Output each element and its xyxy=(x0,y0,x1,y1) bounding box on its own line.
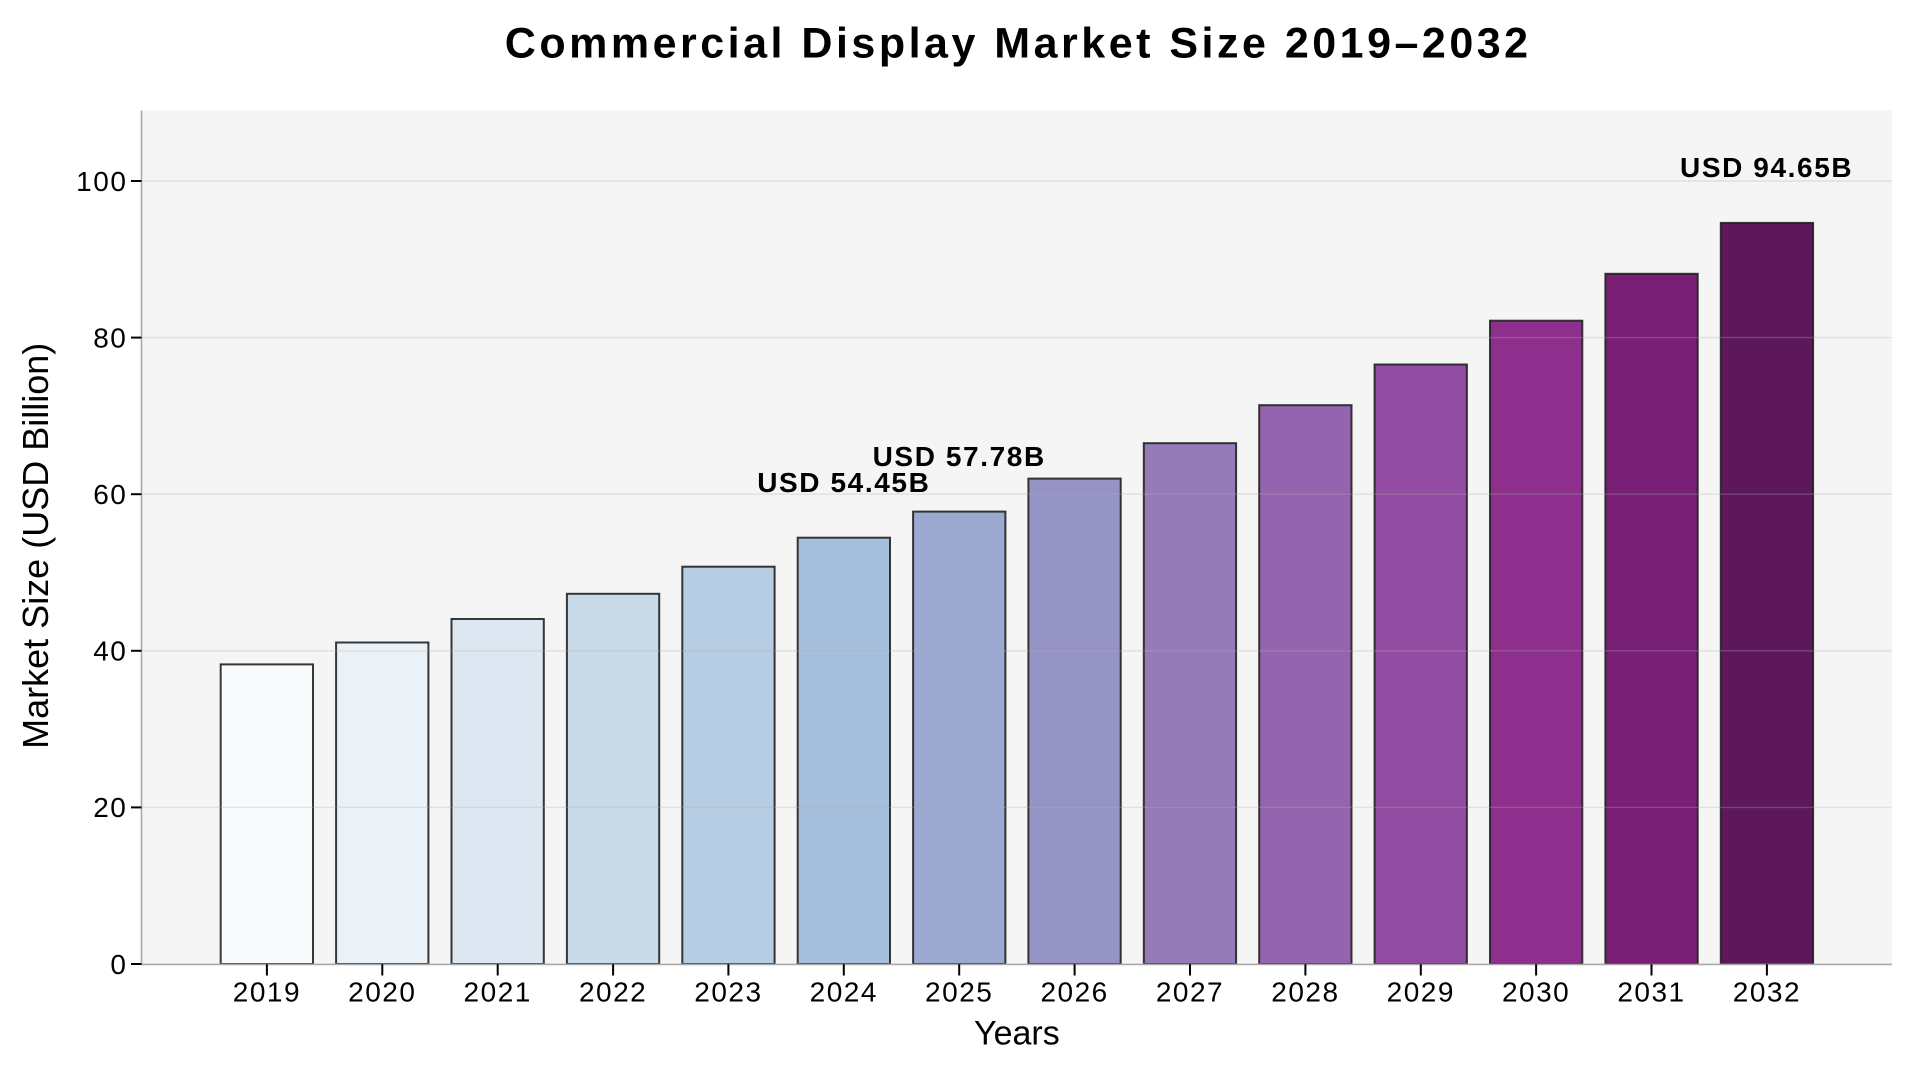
svg-text:2023: 2023 xyxy=(694,977,762,1008)
svg-text:80: 80 xyxy=(93,322,127,353)
svg-text:Commercial Display Market Size: Commercial Display Market Size 2019–2032 xyxy=(505,20,1532,68)
svg-text:2031: 2031 xyxy=(1617,977,1685,1008)
svg-text:2026: 2026 xyxy=(1040,977,1108,1008)
svg-text:USD 57.78B: USD 57.78B xyxy=(873,441,1046,472)
svg-text:2022: 2022 xyxy=(579,977,647,1008)
svg-text:USD 54.45B: USD 54.45B xyxy=(757,467,930,498)
svg-text:2019: 2019 xyxy=(233,977,301,1008)
svg-text:2030: 2030 xyxy=(1502,977,1570,1008)
svg-text:2025: 2025 xyxy=(925,977,993,1008)
svg-text:40: 40 xyxy=(93,636,127,667)
svg-text:2032: 2032 xyxy=(1733,977,1801,1008)
svg-text:60: 60 xyxy=(93,479,127,510)
svg-text:0: 0 xyxy=(110,949,127,980)
svg-text:20: 20 xyxy=(93,792,127,823)
svg-text:2027: 2027 xyxy=(1156,977,1224,1008)
svg-text:Market Size (USD Billion): Market Size (USD Billion) xyxy=(15,343,56,749)
svg-text:Years: Years xyxy=(974,1014,1060,1052)
svg-text:100: 100 xyxy=(76,166,127,197)
svg-text:2021: 2021 xyxy=(464,977,532,1008)
svg-text:2024: 2024 xyxy=(810,977,878,1008)
svg-text:2028: 2028 xyxy=(1271,977,1339,1008)
svg-text:USD 94.65B: USD 94.65B xyxy=(1680,152,1853,183)
svg-text:2029: 2029 xyxy=(1387,977,1455,1008)
svg-text:2020: 2020 xyxy=(348,977,416,1008)
